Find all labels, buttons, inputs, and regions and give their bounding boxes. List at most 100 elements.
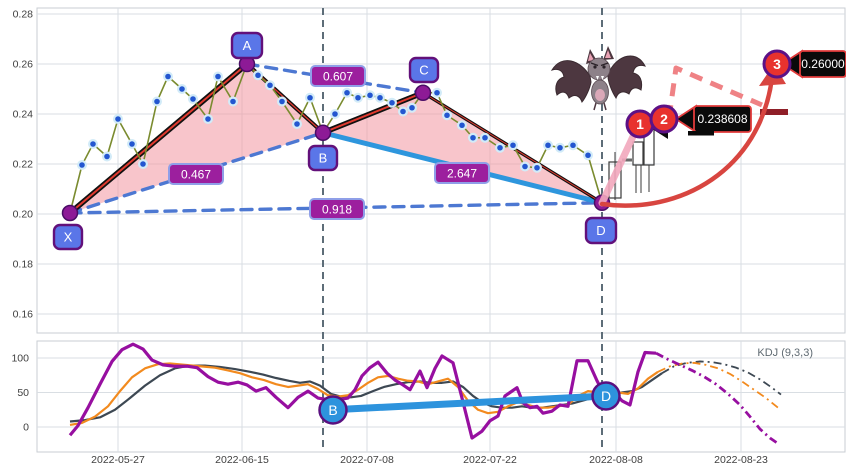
pattern-label-d-text: D: [596, 223, 605, 238]
candle-body: [632, 141, 644, 166]
kdj-j-projected: [655, 351, 780, 446]
retracement-dashed-line: [245, 62, 425, 95]
ratio-label-ac-text: 0.607: [323, 70, 353, 84]
pattern-label-x-text: X: [64, 230, 73, 245]
price-dot: [400, 108, 406, 115]
price-dot: [355, 94, 361, 101]
kdj-marker-b[interactable]: B: [318, 395, 348, 425]
price-dot: [279, 98, 285, 105]
target-circle-3-text: 3: [773, 56, 781, 72]
ratio-label-bd[interactable]: 2.647: [434, 162, 490, 184]
price-dot: [104, 153, 110, 160]
kdj-j-line: [68, 342, 657, 440]
pattern-fill-xab: [70, 64, 323, 213]
chart-overlay: 0.467 0.607 0.918 2.647 X A B C: [11, 9, 846, 466]
main-ytick-6: 0.16: [13, 309, 34, 321]
price-dot: [389, 99, 395, 106]
price-dot: [434, 89, 440, 96]
grid-layer: [36, 7, 846, 453]
main-ytick-5: 0.18: [13, 259, 34, 271]
price-dot: [215, 73, 221, 80]
price-dot: [497, 144, 503, 151]
pattern-point-marker[interactable]: [61, 204, 79, 222]
price-dot: [570, 142, 576, 149]
pattern-point-marker[interactable]: [414, 84, 432, 101]
kdj-marker-d[interactable]: D: [591, 381, 621, 411]
main-ytick-0: 0.28: [13, 9, 34, 21]
price-dot: [140, 161, 146, 167]
pattern-point-marker[interactable]: [314, 124, 332, 141]
price-dot: [129, 141, 135, 147]
main-ytick-2: 0.24: [13, 109, 34, 121]
price-dot: [545, 142, 551, 149]
date-label-1: 2022-06-15: [215, 454, 269, 466]
pattern-leg-core: [322, 91, 424, 134]
pattern-label-c[interactable]: C: [408, 56, 440, 84]
pattern-label-c-text: C: [419, 63, 428, 78]
target-circle-2-text: 2: [660, 111, 668, 127]
sub-ytick-0: 100: [11, 353, 29, 365]
price-dot: [367, 92, 373, 99]
main-ytick-1: 0.26: [13, 59, 34, 71]
kdj-k-projected: [661, 360, 782, 396]
date-label-0: 2022-05-27: [91, 454, 145, 466]
pattern-label-x[interactable]: X: [52, 223, 84, 251]
price-dot: [90, 141, 96, 147]
price-dot: [444, 112, 450, 119]
date-label-4: 2022-08-08: [589, 454, 643, 466]
price-dot: [79, 162, 85, 168]
price-dot: [332, 111, 338, 117]
price-dot: [557, 144, 563, 151]
projection-curve: [599, 75, 775, 208]
price-dot: [190, 96, 196, 102]
price-tag-3-text: 0.26000: [801, 57, 845, 71]
price-dot: [522, 163, 528, 170]
date-label-5: 2022-08-23: [714, 454, 768, 466]
price-dot: [255, 72, 261, 79]
pattern-label-a[interactable]: A: [230, 31, 264, 60]
pattern-label-b-text: B: [319, 151, 328, 166]
price-dot: [459, 122, 465, 129]
pattern-leg-core: [69, 63, 248, 214]
sub-ytick-2: 0: [23, 422, 29, 434]
pattern-fill-bcd: [323, 92, 602, 203]
target-circle-2[interactable]: 2: [649, 104, 679, 134]
bat-icon: [550, 46, 646, 111]
price-dot: [165, 73, 171, 80]
price-dot: [294, 121, 300, 127]
price-tag-2[interactable]: 0.238608: [674, 104, 752, 136]
kdj-bd-line: [329, 392, 610, 414]
date-label-2: 2022-07-08: [340, 454, 394, 466]
price-dot: [230, 98, 236, 105]
target-circle-3[interactable]: 3: [762, 49, 792, 79]
price-dot: [482, 134, 488, 141]
ratio-label-xd[interactable]: 0.918: [309, 198, 365, 220]
ratio-label-xb-text: 0.467: [181, 168, 211, 182]
price-dot: [470, 134, 476, 141]
main-ytick-4: 0.20: [13, 209, 34, 221]
chart-dynamic-layer: [61, 8, 788, 452]
price-dot: [585, 152, 591, 159]
ratio-label-ac[interactable]: 0.607: [310, 65, 366, 87]
kdj-title: KDJ (9,3,3): [757, 347, 813, 359]
kdj-marker-d-text: D: [601, 388, 611, 404]
pattern-label-b[interactable]: B: [307, 144, 339, 172]
projection-impulse-line: [598, 124, 641, 207]
price-dot: [534, 164, 540, 171]
price-dot: [377, 94, 383, 101]
target-circle-1[interactable]: 1: [625, 109, 655, 139]
main-ytick-3: 0.22: [13, 159, 34, 171]
ratio-label-xb[interactable]: 0.467: [168, 163, 224, 185]
pattern-label-d[interactable]: D: [584, 216, 618, 245]
price-dot: [179, 86, 185, 92]
projection-dashed-path: [666, 65, 763, 119]
price-dot: [154, 98, 160, 105]
price-dot: [409, 104, 415, 111]
sub-ytick-1: 50: [17, 387, 29, 399]
kdj-marker-b-text: B: [328, 402, 337, 418]
date-label-3: 2022-07-22: [463, 454, 517, 466]
price-dot: [344, 89, 350, 96]
price-tag-2-text: 0.238608: [697, 112, 747, 126]
price-tag-3[interactable]: 0.26000: [780, 49, 846, 79]
